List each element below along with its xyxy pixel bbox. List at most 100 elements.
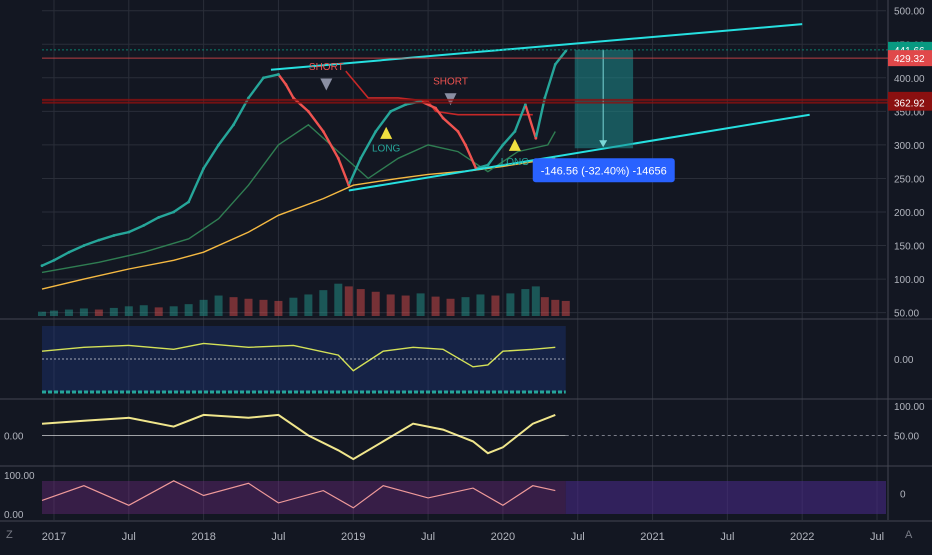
- volume-bar-17: [289, 297, 298, 316]
- volume-bar-26: [416, 293, 425, 316]
- price-segment-31: [456, 130, 467, 146]
- volume-bar-14: [244, 298, 253, 316]
- time-tick-3: Jul: [271, 531, 285, 543]
- price-point-37: [534, 136, 538, 140]
- volume-bar-28: [446, 298, 455, 316]
- annotation-label-3: LONG: [501, 157, 530, 168]
- volume-bar-12: [214, 295, 223, 316]
- pane4-band-left: [42, 481, 566, 514]
- volume-bar-16: [274, 300, 283, 316]
- price-segment-39: [543, 64, 557, 99]
- price-point-0: [40, 264, 44, 268]
- price-segment-3: [68, 244, 85, 254]
- price-segment-17: [277, 73, 287, 86]
- price-segment-30: [442, 117, 459, 133]
- volume-bar-19: [319, 290, 328, 316]
- price-point-11: [202, 166, 206, 170]
- volume-bar-21: [344, 286, 353, 316]
- volume-bar-2: [64, 309, 73, 316]
- volume-bar-24: [386, 294, 395, 316]
- price-segment-37: [524, 104, 537, 139]
- volume-bar-0: [38, 311, 46, 316]
- volume-bar-25: [401, 295, 410, 316]
- time-tick-6: 2020: [491, 531, 515, 543]
- volume-bar-15: [259, 299, 268, 316]
- price-point-1: [52, 258, 56, 262]
- timezone-toggle[interactable]: Z: [6, 529, 13, 541]
- price-point-8: [157, 215, 161, 219]
- price-point-6: [127, 230, 131, 234]
- price-segment-6: [113, 230, 130, 237]
- volume-bar-18: [304, 294, 313, 316]
- price-segment-9: [158, 210, 175, 219]
- price-segment-12: [202, 144, 220, 170]
- price-segment-23: [347, 157, 362, 186]
- pane4-line: [41, 480, 556, 509]
- volume-bar-6: [124, 306, 133, 316]
- price-point-7: [142, 224, 146, 227]
- time-tick-2: 2018: [191, 531, 215, 543]
- price-point-34: [501, 143, 505, 147]
- price-segment-26: [390, 103, 407, 113]
- channel-upper-line: [270, 23, 803, 71]
- time-tick-9: Jul: [720, 531, 734, 543]
- price-segment-33: [475, 163, 489, 170]
- price-label-3: 362.92: [894, 99, 925, 110]
- price-segment-8: [143, 216, 160, 227]
- volume-bar-8: [154, 307, 163, 316]
- volume-bar-10: [184, 304, 193, 316]
- price-segment-10: [173, 200, 190, 213]
- projection-arrowhead: [599, 140, 608, 148]
- pane3-line: [41, 413, 556, 461]
- volume-bar-9: [169, 306, 178, 316]
- pane4-tick-top: 100.00: [4, 471, 35, 482]
- price-segment-35: [502, 130, 516, 146]
- pane3-left-label: 0.00: [4, 432, 24, 443]
- pane3-tick-0: 100.00: [894, 402, 925, 413]
- price-tick-6: 200.00: [894, 208, 925, 219]
- pane3-tick-1: 50.00: [894, 432, 919, 443]
- pane4-tick-bottom: 0.00: [4, 510, 24, 521]
- price-point-12: [217, 143, 220, 147]
- price-label-box-3: [888, 94, 932, 111]
- price-segment-38: [534, 97, 546, 139]
- auto-scale-toggle[interactable]: A: [905, 529, 913, 541]
- volume-bar-31: [491, 295, 500, 316]
- annotation-arrow-2: [380, 126, 393, 139]
- price-point-25: [389, 109, 393, 113]
- price-point-13: [232, 123, 235, 127]
- price-segment-22: [337, 157, 350, 186]
- price-tick-2: 400.00: [894, 74, 925, 85]
- channel-lower-line: [348, 113, 810, 192]
- time-tick-5: Jul: [421, 531, 435, 543]
- price-point-3: [82, 244, 86, 247]
- volume-bar-27: [431, 296, 440, 316]
- volume-bar-5: [109, 307, 118, 316]
- price-point-23: [359, 156, 363, 160]
- price-point-5: [112, 234, 116, 237]
- price-tick-9: 50.00: [894, 309, 919, 320]
- price-segment-18: [284, 83, 295, 99]
- price-segment-34: [486, 144, 504, 166]
- price-segment-15: [247, 77, 265, 99]
- price-point-24: [374, 130, 378, 133]
- time-tick-4: 2019: [341, 531, 365, 543]
- volume-bar-37: [561, 300, 570, 316]
- pane2-line: [41, 342, 556, 372]
- volume-bar-20: [334, 283, 343, 316]
- price-point-19: [306, 109, 310, 113]
- price-point-30: [456, 130, 460, 133]
- price-point-39: [553, 62, 557, 66]
- price-segment-20: [307, 110, 325, 133]
- volume-bar-13: [229, 297, 238, 316]
- price-segment-7: [128, 224, 145, 234]
- price-point-22: [347, 183, 351, 187]
- price-segment-1: [41, 259, 55, 267]
- price-point-29: [441, 116, 445, 120]
- price-point-2: [67, 250, 71, 254]
- red-trail-line: [345, 70, 533, 116]
- price-point-36: [523, 103, 527, 107]
- price-point-9: [172, 210, 176, 214]
- price-point-16: [277, 73, 280, 76]
